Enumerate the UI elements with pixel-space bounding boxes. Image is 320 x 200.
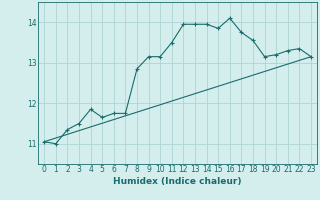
- X-axis label: Humidex (Indice chaleur): Humidex (Indice chaleur): [113, 177, 242, 186]
